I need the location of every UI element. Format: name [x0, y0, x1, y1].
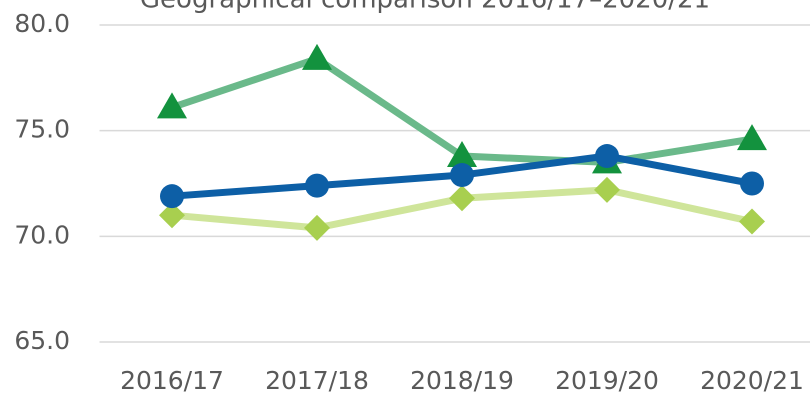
marker: [160, 184, 184, 209]
x-tick-label: 2020/21: [700, 366, 804, 395]
x-tick-label: 2019/20: [555, 366, 659, 395]
marker: [739, 208, 765, 235]
marker: [737, 124, 767, 151]
x-tick-label: 2016/17: [120, 366, 224, 395]
x-tick-label: 2017/18: [265, 366, 369, 395]
marker: [159, 202, 185, 229]
y-tick-label: 65.0: [14, 326, 70, 355]
marker: [594, 176, 620, 203]
marker: [449, 185, 475, 212]
marker: [740, 171, 764, 196]
marker: [302, 43, 332, 70]
x-tick-label: 2018/19: [410, 366, 514, 395]
marker: [304, 214, 330, 241]
marker: [157, 92, 187, 119]
marker: [305, 173, 329, 198]
chart-title: Geographical comparison 2016/17–2020/21: [140, 0, 710, 15]
y-tick-label: 70.0: [14, 220, 70, 249]
marker: [450, 163, 474, 188]
marker: [595, 144, 619, 169]
y-tick-label: 75.0: [14, 115, 70, 144]
y-tick-label: 80.0: [14, 9, 70, 38]
marker: [447, 141, 477, 168]
